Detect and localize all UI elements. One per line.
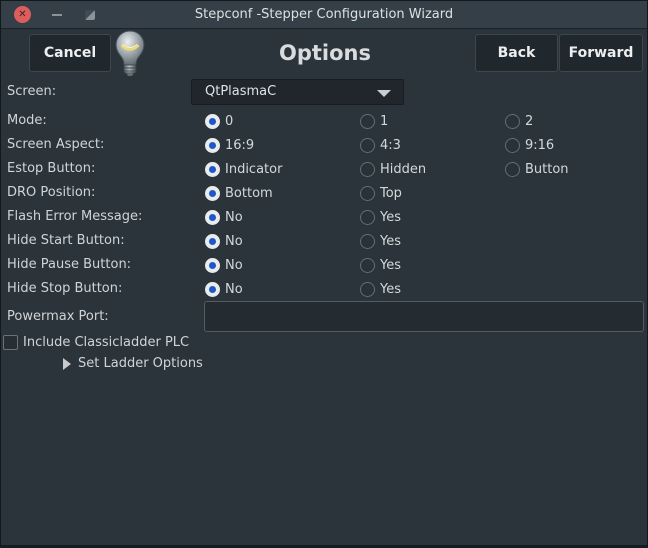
radio-option-label: No bbox=[225, 281, 243, 297]
radio-unselected-icon[interactable] bbox=[360, 233, 375, 249]
radio-option-label: Yes bbox=[380, 257, 401, 273]
radio-row: Hide Stop Button: No Yes bbox=[1, 277, 647, 301]
radio-option-label: Yes bbox=[380, 233, 401, 249]
radio-option-label: 1 bbox=[380, 113, 389, 129]
radio-selected-icon[interactable] bbox=[205, 281, 220, 297]
radio-option[interactable]: Yes bbox=[360, 205, 401, 229]
radio-option[interactable]: Button bbox=[505, 157, 569, 181]
radio-option-label: No bbox=[225, 233, 243, 249]
radio-row: Mode: 0 1 2 bbox=[1, 109, 647, 133]
radio-row: Flash Error Message: No Yes bbox=[1, 205, 647, 229]
radio-row-label: Hide Start Button: bbox=[7, 233, 125, 248]
window-title: Stepconf -Stepper Configuration Wizard bbox=[194, 7, 454, 22]
forward-button[interactable]: Forward bbox=[559, 34, 643, 72]
radio-option[interactable]: Hidden bbox=[360, 157, 426, 181]
ladder-options-expander[interactable]: Set Ladder Options bbox=[63, 355, 203, 372]
radio-option-label: No bbox=[225, 209, 243, 225]
radio-option-label: 16:9 bbox=[225, 137, 255, 153]
powermax-port-label: Powermax Port: bbox=[7, 309, 109, 324]
radio-unselected-icon[interactable] bbox=[360, 113, 375, 129]
radio-option-label: 4:3 bbox=[380, 137, 401, 153]
radio-option-label: 9:16 bbox=[525, 137, 555, 153]
radio-option-label: Button bbox=[525, 161, 569, 177]
radio-row-label: Hide Stop Button: bbox=[7, 281, 123, 296]
radio-option-label: No bbox=[225, 257, 243, 273]
radio-row: Screen Aspect: 16:9 4:3 9:16 bbox=[1, 133, 647, 157]
close-button[interactable]: ✕ bbox=[14, 6, 31, 23]
radio-selected-icon[interactable] bbox=[205, 233, 220, 249]
radio-option[interactable]: 2 bbox=[505, 109, 533, 133]
radio-option-label: Yes bbox=[380, 209, 401, 225]
screen-select[interactable]: QtPlasmaC bbox=[191, 79, 404, 105]
expander-arrow-icon bbox=[63, 357, 71, 370]
ladder-options-label: Set Ladder Options bbox=[78, 356, 203, 371]
radio-unselected-icon[interactable] bbox=[360, 209, 375, 225]
radio-row: Hide Pause Button: No Yes bbox=[1, 253, 647, 277]
radio-row-label: Mode: bbox=[7, 113, 47, 128]
radio-unselected-icon[interactable] bbox=[360, 257, 375, 273]
radio-rows: Mode: 0 1 2 Screen Aspect: 16:9 4:3 9:16 Estop B… bbox=[1, 109, 647, 301]
titlebar: Stepconf -Stepper Configuration Wizard ✕ bbox=[1, 1, 647, 29]
radio-unselected-icon[interactable] bbox=[360, 185, 375, 201]
minimize-button[interactable] bbox=[47, 5, 67, 25]
radio-option[interactable]: Bottom bbox=[205, 181, 273, 205]
radio-option-label: Yes bbox=[380, 281, 401, 297]
radio-option-label: Indicator bbox=[225, 161, 283, 177]
radio-unselected-icon[interactable] bbox=[360, 161, 375, 177]
lightbulb-icon bbox=[112, 30, 148, 82]
radio-option[interactable]: Top bbox=[360, 181, 402, 205]
radio-selected-icon[interactable] bbox=[205, 137, 220, 153]
classicladder-label: Include Classicladder PLC bbox=[23, 335, 190, 350]
screen-label: Screen: bbox=[7, 84, 57, 99]
radio-row-label: DRO Position: bbox=[7, 185, 96, 200]
radio-option[interactable]: No bbox=[205, 277, 243, 301]
radio-selected-icon[interactable] bbox=[205, 113, 220, 129]
radio-unselected-icon[interactable] bbox=[505, 113, 520, 129]
radio-option-label: 2 bbox=[525, 113, 534, 129]
cancel-button[interactable]: Cancel bbox=[29, 34, 111, 72]
radio-row: DRO Position: Bottom Top bbox=[1, 181, 647, 205]
radio-selected-icon[interactable] bbox=[205, 161, 220, 177]
radio-option[interactable]: 0 bbox=[205, 109, 233, 133]
radio-option[interactable]: 4:3 bbox=[360, 133, 401, 157]
radio-selected-icon[interactable] bbox=[205, 209, 220, 225]
page-title: Options bbox=[279, 41, 371, 65]
radio-row-label: Estop Button: bbox=[7, 161, 96, 176]
radio-unselected-icon[interactable] bbox=[505, 137, 520, 153]
maximize-button[interactable] bbox=[80, 5, 100, 25]
radio-option[interactable]: Yes bbox=[360, 277, 401, 301]
chevron-down-icon bbox=[377, 90, 391, 97]
radio-option-label: Bottom bbox=[225, 185, 273, 201]
radio-option-label: Top bbox=[380, 185, 402, 201]
radio-option[interactable]: No bbox=[205, 205, 243, 229]
radio-option[interactable]: 16:9 bbox=[205, 133, 254, 157]
radio-option[interactable]: 1 bbox=[360, 109, 388, 133]
back-button[interactable]: Back bbox=[475, 34, 558, 72]
radio-selected-icon[interactable] bbox=[205, 257, 220, 273]
radio-option[interactable]: No bbox=[205, 229, 243, 253]
radio-row: Estop Button: Indicator Hidden Button bbox=[1, 157, 647, 181]
screen-select-value: QtPlasmaC bbox=[205, 84, 277, 99]
radio-option[interactable]: No bbox=[205, 253, 243, 277]
radio-option-label: Hidden bbox=[380, 161, 427, 177]
radio-option[interactable]: Yes bbox=[360, 229, 401, 253]
radio-option[interactable]: 9:16 bbox=[505, 133, 554, 157]
radio-row-label: Flash Error Message: bbox=[7, 209, 143, 224]
radio-option-label: 0 bbox=[225, 113, 234, 129]
classicladder-checkbox[interactable] bbox=[3, 335, 18, 350]
radio-unselected-icon[interactable] bbox=[505, 161, 520, 177]
powermax-port-input[interactable] bbox=[204, 301, 644, 332]
radio-row-label: Screen Aspect: bbox=[7, 137, 105, 152]
radio-option[interactable]: Indicator bbox=[205, 157, 282, 181]
radio-unselected-icon[interactable] bbox=[360, 281, 375, 297]
radio-row-label: Hide Pause Button: bbox=[7, 257, 132, 272]
radio-option[interactable]: Yes bbox=[360, 253, 401, 277]
radio-row: Hide Start Button: No Yes bbox=[1, 229, 647, 253]
radio-selected-icon[interactable] bbox=[205, 185, 220, 201]
radio-unselected-icon[interactable] bbox=[360, 137, 375, 153]
